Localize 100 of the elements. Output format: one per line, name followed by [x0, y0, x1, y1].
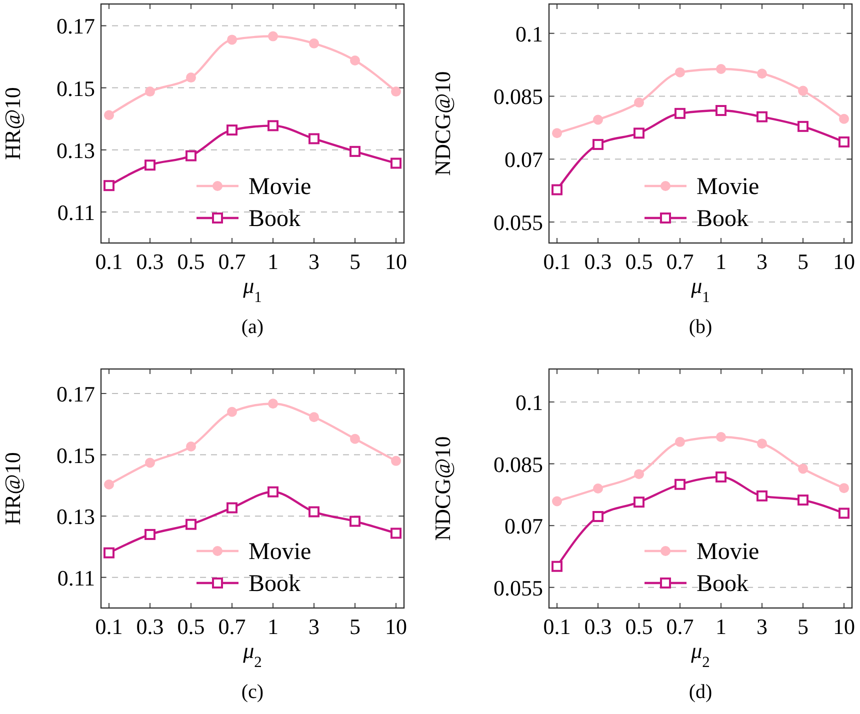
point [144, 160, 156, 171]
point [145, 458, 155, 468]
y-tick-label: 0.085 [494, 84, 543, 110]
point [268, 31, 278, 42]
point [104, 110, 114, 120]
point [186, 442, 196, 452]
point [593, 484, 603, 494]
point [268, 486, 278, 498]
point [839, 483, 849, 494]
x-tick-label: 3 [308, 249, 320, 274]
point [145, 86, 155, 97]
point [798, 494, 808, 506]
point [104, 180, 114, 192]
point [552, 184, 562, 196]
x-tick-label: 0.3 [584, 249, 612, 274]
x-tick-label: 0.3 [136, 614, 164, 639]
text: (b) [688, 316, 712, 338]
x-tick-label: 1 [268, 249, 278, 274]
y-tick-label: 0.07 [504, 147, 543, 172]
legend-label: Movie [248, 539, 312, 565]
point [838, 508, 850, 519]
point [227, 34, 237, 45]
x-tick-label: 0.7 [666, 249, 694, 274]
point [144, 528, 156, 540]
point [674, 478, 686, 490]
x-tick-label: 0.5 [625, 614, 653, 639]
y-tick-label: 0.13 [56, 504, 95, 530]
x-tick-label: 5 [798, 249, 808, 274]
legend-label: Movie [696, 539, 760, 565]
point [309, 412, 319, 422]
point [592, 511, 604, 522]
point [186, 72, 196, 83]
point [716, 471, 726, 482]
x-tick-label: 0.5 [177, 249, 205, 274]
point [350, 434, 360, 444]
point [756, 111, 768, 122]
point [268, 398, 278, 409]
point [309, 38, 319, 48]
x-axis-title: μ$_{1}$ [242, 273, 262, 306]
y-tick-label: 0.1 [516, 390, 543, 415]
text: (c) [241, 681, 264, 703]
y-axis-title: HR@10 [0, 87, 25, 160]
point [675, 436, 685, 447]
point [757, 438, 767, 449]
point [838, 136, 850, 148]
text: (d) [688, 681, 712, 703]
text: (a) [241, 316, 264, 338]
x-tick-label: 0.7 [218, 614, 246, 639]
x-axis-title: μ$_{2}$ [242, 638, 262, 670]
point [552, 128, 562, 138]
y-axis-title: NDCG@10 [430, 436, 455, 541]
x-tick-label: 3 [756, 614, 768, 639]
point [552, 496, 562, 506]
point [350, 516, 360, 527]
point [268, 120, 278, 132]
x-axis-title: μ$_{1}$ [690, 273, 710, 306]
point [634, 496, 644, 508]
point [350, 146, 360, 157]
point [674, 108, 686, 119]
point [186, 150, 196, 162]
point [634, 98, 644, 108]
x-tick-label: 10 [833, 614, 855, 639]
x-tick-label: 0.7 [218, 249, 246, 274]
point [390, 528, 402, 539]
point [675, 67, 685, 78]
point [756, 490, 768, 502]
y-axis-title: NDCG@10 [430, 71, 455, 176]
point [104, 480, 114, 490]
x-tick-label: 5 [350, 614, 360, 639]
legend-label: Movie [696, 174, 760, 200]
y-tick-label: 0.055 [494, 210, 543, 236]
x-tick-label: 0.5 [177, 614, 205, 639]
x-tick-label: 3 [756, 249, 768, 274]
y-axis-title: HR@10 [0, 452, 25, 525]
point [798, 464, 808, 474]
point [798, 120, 808, 132]
legend-label: Book [248, 571, 301, 597]
point [593, 114, 603, 125]
point [552, 560, 562, 572]
legend-label: Book [696, 206, 749, 232]
x-tick-label: 1 [716, 249, 726, 274]
y-tick-label: 0.055 [494, 575, 543, 600]
y-tick-label: 0.17 [56, 14, 95, 39]
point [104, 547, 114, 558]
y-tick-label: 0.15 [56, 442, 95, 468]
y-tick-label: 0.15 [56, 76, 95, 101]
x-tick-label: 0.7 [666, 614, 694, 639]
x-tick-label: 0.1 [543, 249, 571, 274]
point [798, 86, 808, 96]
legend-label: Book [696, 571, 749, 597]
point [226, 502, 238, 514]
x-axis-title: μ$_{2}$ [690, 638, 710, 670]
x-tick-label: 0.3 [584, 614, 612, 639]
point [634, 469, 644, 480]
y-tick-label: 0.11 [57, 200, 95, 225]
point [716, 64, 726, 74]
point [308, 506, 320, 518]
x-tick-label: 10 [385, 614, 407, 639]
point [227, 406, 237, 417]
y-tick-label: 0.1 [516, 21, 543, 46]
